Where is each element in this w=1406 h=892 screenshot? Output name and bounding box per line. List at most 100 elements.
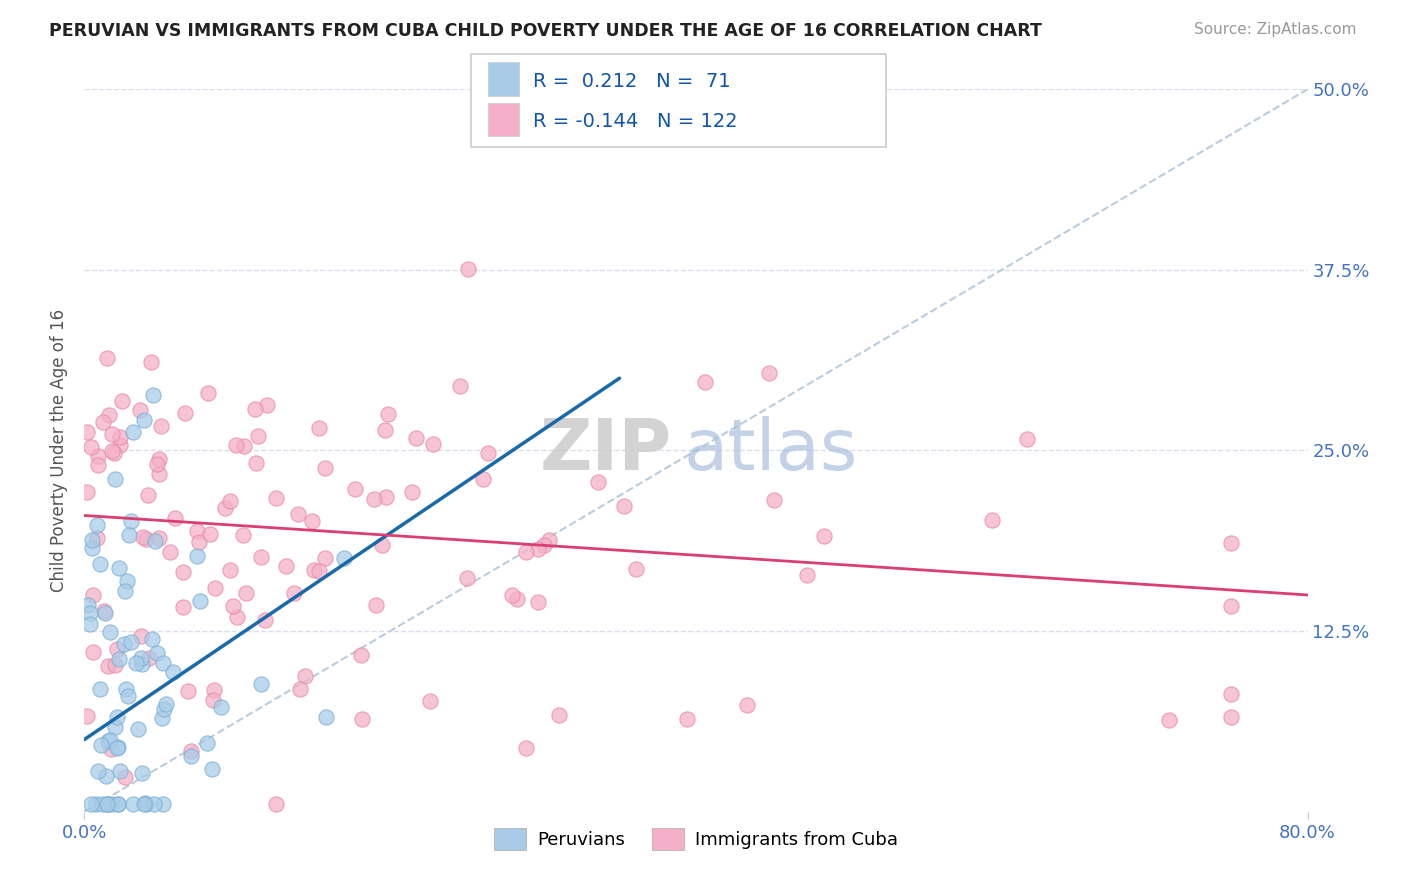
Point bbox=[613, 500, 636, 514]
Point bbox=[114, 584, 136, 599]
Point bbox=[401, 484, 423, 499]
Point bbox=[152, 656, 174, 670]
Point bbox=[180, 749, 202, 764]
Point bbox=[98, 624, 121, 639]
Point bbox=[165, 511, 187, 525]
Text: ZIP: ZIP bbox=[540, 416, 672, 485]
Point bbox=[675, 712, 697, 726]
Point bbox=[105, 740, 128, 755]
Point bbox=[1220, 599, 1243, 614]
Point bbox=[186, 524, 208, 539]
Point bbox=[104, 657, 127, 672]
Point bbox=[135, 797, 157, 812]
Point bbox=[120, 514, 142, 528]
Point bbox=[108, 430, 131, 444]
Point bbox=[86, 764, 108, 778]
Point bbox=[233, 439, 256, 453]
Point bbox=[86, 458, 108, 473]
Point bbox=[232, 528, 254, 542]
Point bbox=[115, 574, 138, 588]
Point bbox=[188, 534, 211, 549]
Point bbox=[108, 764, 131, 778]
Point bbox=[84, 797, 107, 812]
Point bbox=[107, 797, 129, 812]
Point bbox=[148, 467, 170, 481]
Point bbox=[94, 768, 117, 782]
Point bbox=[91, 797, 114, 812]
Point bbox=[344, 483, 367, 497]
Point bbox=[202, 682, 225, 697]
Point bbox=[125, 657, 148, 671]
Point bbox=[101, 443, 124, 458]
Text: R =  0.212   N =  71: R = 0.212 N = 71 bbox=[533, 71, 731, 91]
Point bbox=[107, 739, 129, 754]
Point bbox=[79, 616, 101, 631]
Point bbox=[134, 796, 156, 810]
Text: PERUVIAN VS IMMIGRANTS FROM CUBA CHILD POVERTY UNDER THE AGE OF 16 CORRELATION C: PERUVIAN VS IMMIGRANTS FROM CUBA CHILD P… bbox=[49, 22, 1042, 40]
Point bbox=[80, 541, 103, 555]
Point bbox=[111, 393, 134, 408]
Point bbox=[174, 406, 197, 420]
Point bbox=[533, 538, 555, 552]
Point bbox=[135, 532, 157, 546]
Point bbox=[122, 425, 145, 440]
Point bbox=[501, 588, 523, 602]
Point bbox=[197, 736, 219, 750]
Point bbox=[89, 557, 111, 571]
Point bbox=[274, 558, 297, 573]
Point bbox=[105, 642, 128, 657]
Point bbox=[97, 797, 120, 812]
Point bbox=[110, 438, 132, 452]
Point bbox=[153, 702, 176, 716]
Point bbox=[1220, 536, 1243, 550]
Point bbox=[515, 740, 537, 755]
Point bbox=[100, 742, 122, 756]
Point bbox=[506, 592, 529, 607]
Point bbox=[79, 797, 101, 812]
Text: Source: ZipAtlas.com: Source: ZipAtlas.com bbox=[1194, 22, 1357, 37]
Point bbox=[405, 431, 427, 445]
Point bbox=[283, 586, 305, 600]
Point bbox=[127, 722, 149, 736]
Point bbox=[537, 533, 560, 548]
Point bbox=[457, 262, 479, 277]
Point bbox=[763, 492, 786, 507]
Point bbox=[131, 765, 153, 780]
Point bbox=[103, 446, 125, 460]
Point bbox=[796, 568, 818, 582]
Point bbox=[134, 797, 156, 812]
Point bbox=[735, 698, 758, 713]
Point bbox=[527, 595, 550, 609]
Point bbox=[422, 436, 444, 450]
Point bbox=[131, 629, 153, 643]
Point bbox=[245, 456, 267, 470]
Point bbox=[352, 712, 374, 726]
Text: R = -0.144   N = 122: R = -0.144 N = 122 bbox=[533, 112, 738, 131]
Point bbox=[222, 599, 245, 614]
Point bbox=[226, 610, 249, 624]
Point bbox=[115, 682, 138, 697]
Point bbox=[472, 472, 495, 486]
Point bbox=[93, 604, 115, 618]
Point bbox=[547, 707, 569, 722]
Point bbox=[87, 449, 110, 463]
Point bbox=[136, 487, 159, 501]
Point bbox=[82, 645, 104, 659]
Point bbox=[449, 379, 471, 393]
Point bbox=[120, 634, 142, 648]
Point bbox=[131, 657, 153, 671]
Point bbox=[197, 386, 219, 401]
Point bbox=[172, 565, 194, 579]
Point bbox=[758, 366, 780, 380]
Point bbox=[256, 398, 278, 412]
Point bbox=[138, 651, 160, 665]
Point bbox=[104, 720, 127, 734]
Point bbox=[172, 600, 194, 615]
Point bbox=[588, 475, 610, 489]
Point bbox=[364, 599, 387, 613]
Point bbox=[79, 607, 101, 621]
Point bbox=[96, 797, 118, 812]
Point bbox=[139, 355, 162, 369]
Point bbox=[377, 408, 399, 422]
Point bbox=[180, 744, 202, 758]
